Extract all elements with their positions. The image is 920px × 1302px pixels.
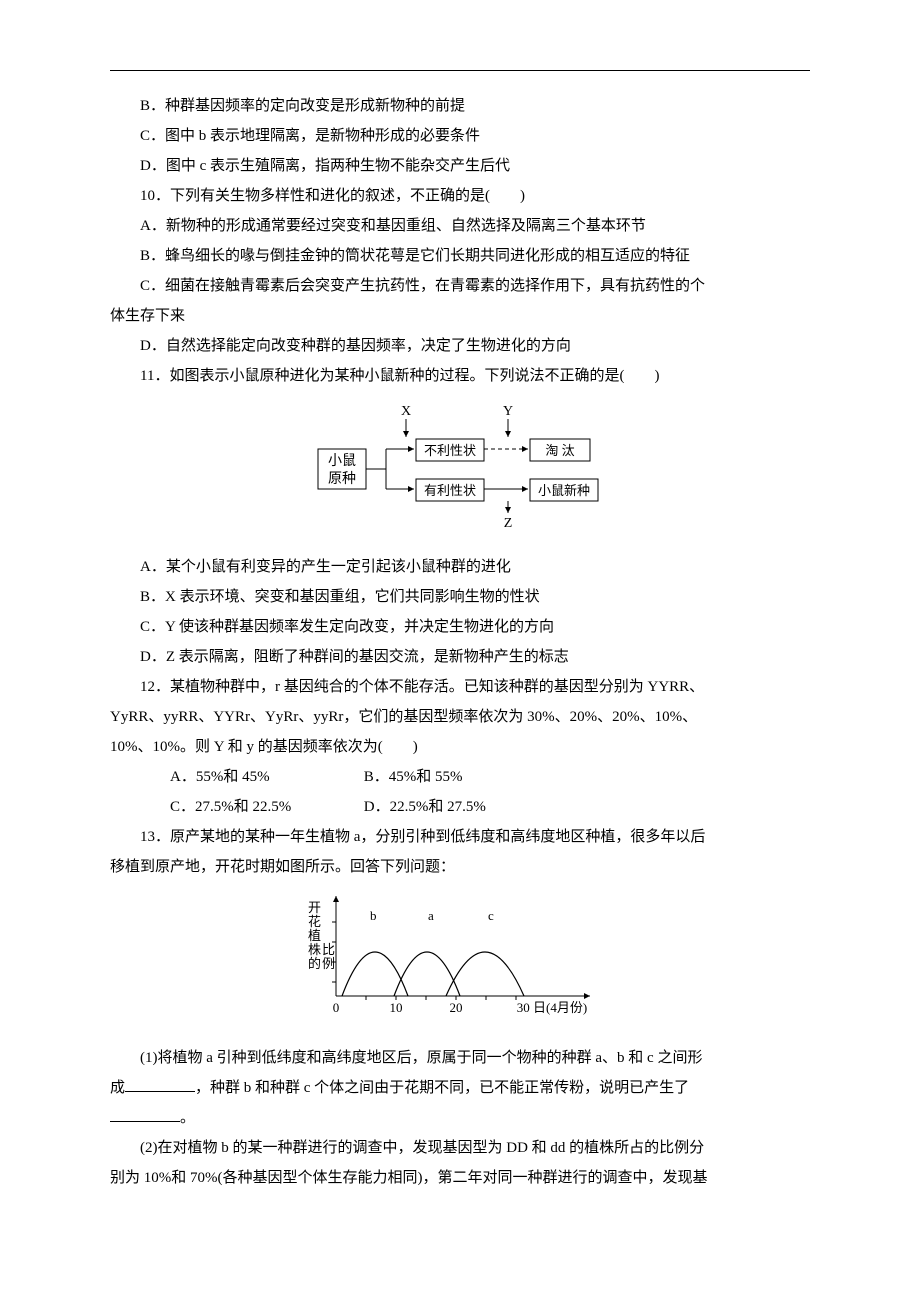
q12-opt-b: B．45%和 55%: [364, 769, 463, 785]
q9-opt-b: B．种群基因频率的定向改变是形成新物种的前提: [110, 91, 810, 121]
q10-opt-c-l1: C．细菌在接触青霉素后会突变产生抗药性，在青霉素的选择作用下，具有抗药性的个: [110, 271, 810, 301]
q13-xt-10: 10: [390, 1000, 403, 1015]
q13-figure: 开 花 植 株 的 比 例 b a c 0 10 20 30 日(4月份): [110, 892, 810, 1033]
q13-stem-l2: 移植到原产地，开花时期如图所示。回答下列问题：: [110, 852, 810, 882]
q11-fig-z: Z: [504, 516, 513, 531]
q12-opts-ab: A．55%和 45% B．45%和 55%: [110, 762, 810, 792]
q13-p1-l3a: 。: [180, 1110, 195, 1126]
q12-opt-a: A．55%和 45%: [140, 762, 360, 792]
q13-ylabel-1: 开: [308, 900, 321, 915]
q11-fig-src2: 原种: [328, 471, 356, 487]
fill-blank-2[interactable]: [110, 1121, 180, 1122]
q13-ylabel-5: 的: [308, 956, 321, 971]
q13-xt-20: 20: [450, 1000, 463, 1015]
q9-opt-c: C．图中 b 表示地理隔离，是新物种形成的必要条件: [110, 121, 810, 151]
q11-opt-c: C．Y 使该种群基因频率发生定向改变，并决定生物进化的方向: [110, 612, 810, 642]
q13-ylabel-2: 花: [308, 914, 321, 929]
q13-stem-l1: 13．原产某地的某种一年生植物 a，分别引种到低纬度和高纬度地区种植，很多年以后: [110, 822, 810, 852]
q11-opt-a: A．某个小鼠有利变异的产生一定引起该小鼠种群的进化: [110, 552, 810, 582]
q11-fig-src1: 小鼠: [328, 453, 356, 469]
q9-opt-d: D．图中 c 表示生殖隔离，指两种生物不能杂交产生后代: [110, 151, 810, 181]
q11-fig-out2: 小鼠新种: [538, 483, 590, 498]
q13-p1-l1: (1)将植物 a 引种到低纬度和高纬度地区后，原属于同一个物种的种群 a、b 和…: [110, 1043, 810, 1073]
q13-ylabel-3: 植: [308, 928, 321, 943]
q13-xt-0: 0: [333, 1000, 340, 1015]
q13-curve-c: c: [488, 908, 494, 923]
q11-fig-b1: 不利性状: [424, 443, 476, 458]
q13-xt-30: 30 日(4月份): [517, 1000, 587, 1015]
q13-ylabel-7: 例: [322, 956, 335, 971]
q10-opt-b: B．蜂鸟细长的喙与倒挂金钟的筒状花萼是它们长期共同进化形成的相互适应的特征: [110, 241, 810, 271]
q11-fig-y: Y: [503, 404, 513, 419]
q10-opt-a: A．新物种的形成通常要经过突变和基因重组、自然选择及隔离三个基本环节: [110, 211, 810, 241]
q13-p2-l2: 别为 10%和 70%(各种基因型个体生存能力相同)，第二年对同一种群进行的调查…: [110, 1163, 810, 1193]
q13-p2-l1: (2)在对植物 b 的某一种群进行的调查中，发现基因型为 DD 和 dd 的植株…: [110, 1133, 810, 1163]
q13-curve-a: a: [428, 908, 434, 923]
q13-p1-l2b: ，种群 b 和种群 c 个体之间由于花期不同，已不能正常传粉，说明已产生了: [195, 1080, 689, 1096]
q13-curve-b: b: [370, 908, 377, 923]
q12-stem-l2: YyRR、yyRR、YYRr、YyRr、yyRr，它们的基因型频率依次为 30%…: [110, 702, 810, 732]
q12-stem-l1: 12．某植物种群中，r 基因纯合的个体不能存活。已知该种群的基因型分别为 YYR…: [110, 672, 810, 702]
q10-opt-c-l2: 体生存下来: [110, 301, 810, 331]
q12-opts-cd: C．27.5%和 22.5% D．22.5%和 27.5%: [110, 792, 810, 822]
fill-blank-1[interactable]: [125, 1091, 195, 1092]
q13-p1-l3: 。: [110, 1103, 810, 1133]
q13-p1-l2: 成 ，种群 b 和种群 c 个体之间由于花期不同，已不能正常传粉，说明已产生了: [110, 1073, 810, 1103]
q11-fig-b2: 有利性状: [424, 483, 476, 498]
q11-fig-x: X: [401, 404, 411, 419]
q11-figure: 小鼠 原种 X 不利性状 有利性状 Y 淘 汰 小鼠新种 Z: [110, 401, 810, 542]
q11-opt-b: B．X 表示环境、突变和基因重组，它们共同影响生物的性状: [110, 582, 810, 612]
q12-opt-d: D．22.5%和 27.5%: [364, 799, 486, 815]
q12-opt-c: C．27.5%和 22.5%: [140, 792, 360, 822]
q12-stem-l3: 10%、10%。则 Y 和 y 的基因频率依次为( ): [110, 732, 810, 762]
q13-p1-l2a: 成: [110, 1080, 125, 1096]
q10-opt-d: D．自然选择能定向改变种群的基因频率，决定了生物进化的方向: [110, 331, 810, 361]
q13-ylabel-4: 株: [308, 942, 321, 957]
q11-opt-d: D．Z 表示隔离，阻断了种群间的基因交流，是新物种产生的标志: [110, 642, 810, 672]
q13-ylabel-6: 比: [322, 942, 335, 957]
q11-stem: 11．如图表示小鼠原种进化为某种小鼠新种的过程。下列说法不正确的是( ): [110, 361, 810, 391]
q11-fig-out1: 淘 汰: [545, 443, 574, 458]
page-top-rule: [110, 70, 810, 71]
q10-stem: 10．下列有关生物多样性和进化的叙述，不正确的是( ): [110, 181, 810, 211]
